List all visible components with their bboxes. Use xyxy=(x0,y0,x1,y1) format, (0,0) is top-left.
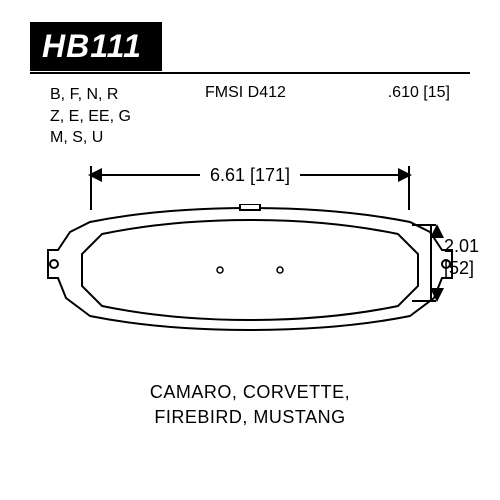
height-label: 2.01 [52] xyxy=(444,236,479,279)
info-row: B, F, N, R Z, E, EE, G M, S, U FMSI D412… xyxy=(50,84,450,149)
thickness-value: .610 [15] xyxy=(350,84,450,149)
vehicles-line: FIREBIRD, MUSTANG xyxy=(0,405,500,430)
fmsi-code: FMSI D412 xyxy=(205,84,305,149)
vehicles-line: CAMARO, CORVETTE, xyxy=(0,380,500,405)
vehicle-applications: CAMARO, CORVETTE, FIREBIRD, MUSTANG xyxy=(0,380,500,430)
codes-line: Z, E, EE, G xyxy=(50,106,160,128)
codes-line: M, S, U xyxy=(50,127,160,149)
brake-pad-outline xyxy=(40,204,460,334)
width-label: 6.61 [171] xyxy=(200,165,300,186)
height-dimension: 2.01 [52] xyxy=(424,218,476,308)
height-mm: [52] xyxy=(444,258,479,280)
dim-arrow-left xyxy=(90,174,200,176)
dim-arrow-right xyxy=(300,174,410,176)
compound-codes: B, F, N, R Z, E, EE, G M, S, U xyxy=(50,84,160,149)
dim-arrow-vertical xyxy=(430,226,432,300)
spec-card: HB111 B, F, N, R Z, E, EE, G M, S, U FMS… xyxy=(0,0,500,500)
codes-line: B, F, N, R xyxy=(50,84,160,106)
pad-diagram: 6.61 [171] 2.01 [52] xyxy=(30,160,470,370)
height-in: 2.01 xyxy=(444,236,479,258)
width-dimension: 6.61 [171] xyxy=(90,160,410,190)
divider xyxy=(30,72,470,74)
part-number: HB111 xyxy=(42,28,142,64)
part-number-banner: HB111 xyxy=(30,22,162,71)
